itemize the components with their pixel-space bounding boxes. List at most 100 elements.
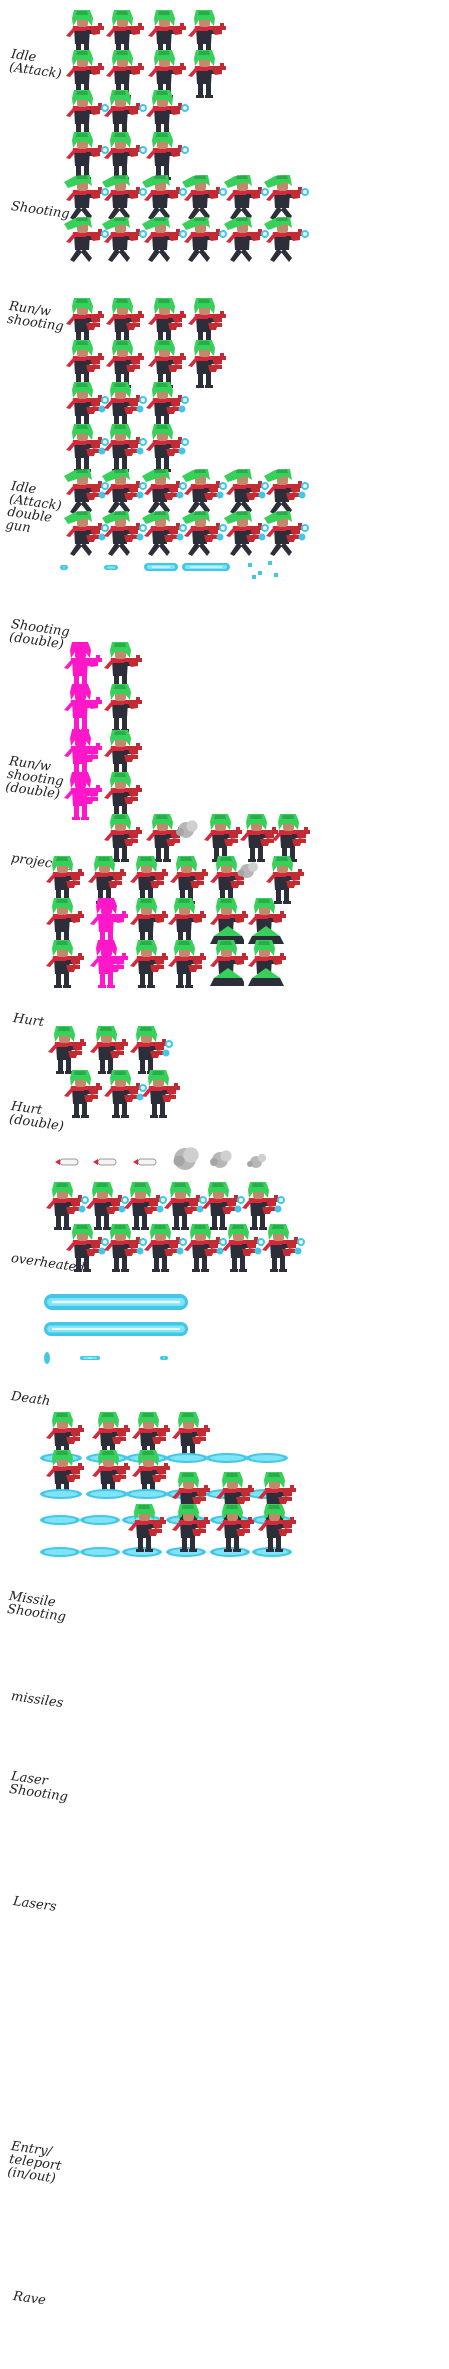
- shooting-double-frame: [146, 382, 189, 430]
- overheated-frame: [210, 856, 248, 904]
- overheated-frame: [104, 814, 142, 862]
- hurt-flash-frame: [64, 684, 102, 732]
- run-shooting-double-frame: [182, 511, 227, 556]
- teleport-portal: [40, 1489, 82, 1499]
- idle-attack-frame: [148, 10, 186, 58]
- run-shooting-double-frame: [264, 511, 309, 556]
- missile-shooting-frame: [64, 1070, 102, 1118]
- run-shooting-double-frame: [142, 469, 187, 514]
- shooting-frame: [66, 132, 109, 180]
- shooting-double-frame: [104, 382, 147, 430]
- idle-double-frame: [148, 298, 186, 346]
- run-shooting-frame: [224, 217, 269, 262]
- laser-shooting-frame: [262, 1224, 305, 1272]
- laser-shooting-frame: [242, 1182, 285, 1230]
- run-shooting-frame: [102, 175, 147, 220]
- teleport-portal: [166, 1453, 208, 1463]
- run-shooting-frame: [182, 175, 227, 220]
- missile-shooting-frame: [104, 1070, 147, 1118]
- label-run-shooting: Run/w shooting: [6, 299, 65, 335]
- label-idle-attack-double: Idle (Attack) double gun: [4, 479, 63, 536]
- projectile-impact-frame: [248, 561, 278, 579]
- rave-frame: [216, 1504, 254, 1552]
- hurt-double-frame: [104, 730, 142, 778]
- projectile-frame: [144, 563, 178, 571]
- laser-shooting-frame: [164, 1182, 207, 1230]
- hurt-frame: [104, 642, 142, 690]
- death-frame: [244, 940, 288, 990]
- rave-portal: [80, 1515, 120, 1525]
- projectile-frame: [182, 563, 230, 571]
- shooting-double-frame: [66, 382, 109, 430]
- laser-shooting-frame: [184, 1224, 227, 1272]
- overheated-frame: [146, 814, 184, 862]
- shooting-frame: [66, 90, 109, 138]
- overheated-frame: [88, 856, 126, 904]
- laser-beam-frame: [44, 1322, 188, 1336]
- run-shooting-frame: [264, 217, 309, 262]
- run-shooting-double-frame: [142, 511, 187, 556]
- death-frame: [168, 940, 206, 988]
- death-frame: [130, 940, 168, 988]
- overheated-frame: [240, 814, 278, 862]
- idle-double-frame: [66, 340, 104, 388]
- run-shooting-double-frame: [224, 511, 269, 556]
- run-shooting-frame: [264, 175, 309, 220]
- run-shooting-double-frame: [64, 469, 109, 514]
- teleport-portal: [206, 1453, 248, 1463]
- projectile-frame: [104, 565, 118, 570]
- rave-frame: [128, 1504, 166, 1552]
- run-shooting-double-frame: [264, 469, 309, 514]
- projectile-frame: [60, 565, 68, 570]
- rave-portal: [40, 1515, 80, 1525]
- label-death: Death: [10, 1389, 52, 1410]
- run-shooting-double-frame: [182, 469, 227, 514]
- teleport-frame: [92, 1450, 130, 1498]
- missile-frame: [93, 1158, 117, 1166]
- missile-shooting-frame: [142, 1070, 180, 1118]
- missile-shooting-frame: [48, 1026, 86, 1074]
- death-frame: [46, 940, 84, 988]
- label-rave: Rave: [12, 2289, 47, 2309]
- run-shooting-double-frame: [102, 469, 147, 514]
- rave-portal: [40, 1547, 80, 1557]
- run-shooting-frame: [64, 217, 109, 262]
- laser-shooting-frame: [202, 1182, 245, 1230]
- run-shooting-frame: [142, 175, 187, 220]
- shooting-double-frame: [66, 424, 109, 472]
- laser-shooting-frame: [144, 1224, 187, 1272]
- run-shooting-double-frame: [64, 511, 109, 556]
- missile-frame: [133, 1158, 157, 1166]
- shooting-frame: [104, 132, 147, 180]
- overheated-frame: [204, 814, 242, 862]
- label-idle-attack: Idle (Attack): [8, 47, 63, 83]
- idle-attack-frame: [66, 50, 104, 98]
- shooting-frame: [146, 132, 189, 180]
- laser-shooting-frame: [46, 1182, 89, 1230]
- run-shooting-frame: [224, 175, 269, 220]
- run-shooting-frame: [102, 217, 147, 262]
- idle-double-frame: [106, 298, 144, 346]
- overheated-frame: [46, 856, 84, 904]
- laser-shooting-frame: [124, 1182, 167, 1230]
- laser-beam-frame: [44, 1352, 50, 1364]
- run-shooting-frame: [182, 217, 227, 262]
- death-frame: [206, 940, 250, 990]
- overheated-frame: [170, 856, 208, 904]
- missile-explosion-smoke: [210, 1150, 232, 1168]
- death-flash-frame: [90, 940, 128, 988]
- rave-frame: [172, 1504, 210, 1552]
- laser-beam-frame: [44, 1294, 188, 1310]
- run-shooting-frame: [64, 175, 109, 220]
- label-hurt: Hurt: [12, 1011, 45, 1031]
- label-entry-teleport: Entry/ teleport (in/out): [6, 2139, 63, 2187]
- teleport-frame: [172, 1412, 210, 1460]
- death-flash-frame: [90, 898, 128, 946]
- label-laser-shooting: Laser Shooting: [8, 1769, 69, 1805]
- idle-attack-frame: [188, 10, 226, 58]
- missile-shooting-frame: [90, 1026, 128, 1074]
- overheated-frame: [266, 856, 304, 904]
- rave-portal: [80, 1547, 120, 1557]
- overheat-smoke: [176, 820, 198, 838]
